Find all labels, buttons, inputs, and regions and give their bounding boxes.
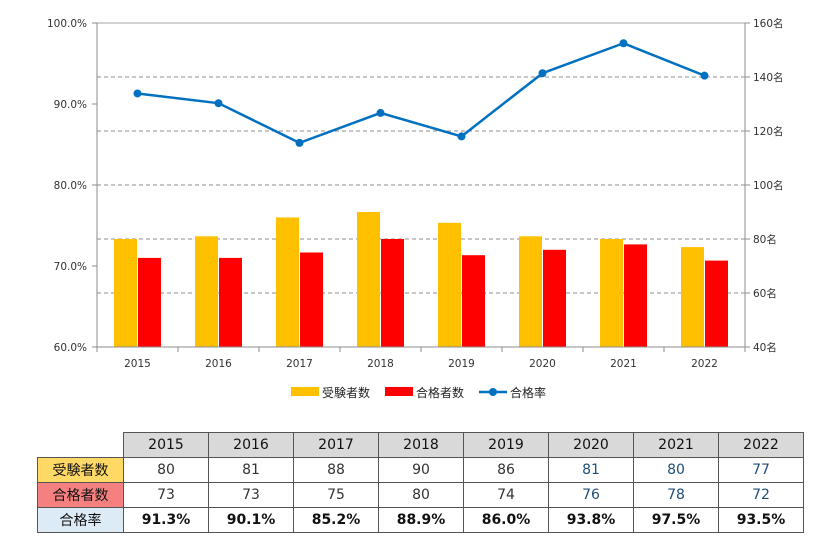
table-year-header: 2016 [208, 432, 294, 458]
bar-applicants [276, 217, 299, 347]
pass-rate-point [457, 132, 466, 141]
left-axis-tick-label: 80.0% [54, 180, 87, 192]
pass-rate-point [133, 89, 142, 98]
table-cell: 72 [718, 482, 804, 508]
right-axis-tick-label: 60名 [753, 287, 777, 300]
gridlines [97, 22, 745, 294]
table-cell: 90 [378, 457, 464, 483]
pass-rate-point [376, 108, 385, 117]
legend-swatch [291, 387, 319, 396]
bar-passed [219, 257, 242, 347]
bar-applicants [438, 222, 461, 347]
x-axis-tick-label: 2016 [205, 358, 232, 370]
x-axis-tick-label: 2017 [286, 358, 313, 370]
table-row-pass-rate: 合格率 91.3% 90.1% 85.2% 88.9% 86.0% 93.8% … [37, 507, 804, 533]
legend-label: 合格者数 [416, 385, 464, 400]
pass-rate-point [295, 138, 304, 147]
combo-chart: 40名 60名 80名 100名 120名 140名 160名 60.0% 70.0% 80.0%… [47, 17, 784, 400]
table-cell: 91.3% [123, 507, 209, 533]
row-label-applicants: 受験者数 [37, 457, 124, 483]
pass-rate-point [619, 39, 628, 48]
right-axis-tick-label: 40名 [753, 341, 777, 354]
table-cell: 78 [633, 482, 719, 508]
bar-applicants [357, 212, 380, 347]
table-year-header: 2020 [548, 432, 634, 458]
right-axis-tick-label: 160名 [753, 17, 784, 30]
pass-rate-point [538, 69, 547, 78]
table-year-header: 2017 [293, 432, 379, 458]
right-axis-tick-label: 120名 [753, 125, 784, 138]
table-header-row: 2015 2016 2017 2018 2019 2020 2021 2022 [37, 432, 804, 458]
bar-series [114, 212, 728, 347]
x-axis-tick-label: 2020 [529, 358, 556, 370]
table-cell: 73 [208, 482, 294, 508]
table-cell: 76 [548, 482, 634, 508]
bar-applicants [195, 236, 218, 347]
legend-swatch-marker [489, 388, 497, 396]
legend-swatch [385, 387, 413, 396]
line-series [133, 39, 709, 147]
table-cell: 85.2% [293, 507, 379, 533]
left-axis-tick-label: 100.0% [47, 18, 87, 30]
left-axis-tick-label: 70.0% [54, 261, 87, 273]
bar-passed [624, 244, 647, 347]
right-axis-tick-label: 140名 [753, 71, 784, 84]
legend-label: 合格率 [510, 385, 546, 400]
bar-passed [138, 257, 161, 347]
table-cell: 97.5% [633, 507, 719, 533]
table-year-header: 2018 [378, 432, 464, 458]
left-axis-tick-label: 60.0% [54, 342, 87, 354]
table-year-header: 2019 [463, 432, 549, 458]
x-axis-tick-label: 2021 [610, 358, 637, 370]
bar-applicants [681, 247, 704, 347]
table-cell: 73 [123, 482, 209, 508]
table-year-header: 2021 [633, 432, 719, 458]
table-cell: 80 [633, 457, 719, 483]
row-label-passed: 合格者数 [37, 482, 124, 508]
legend: 受験者数 合格者数 合格率 [291, 385, 546, 400]
row-label-pass-rate: 合格率 [37, 507, 124, 533]
table-cell: 75 [293, 482, 379, 508]
right-axis-tick-label: 100名 [753, 179, 784, 192]
legend-label: 受験者数 [322, 385, 370, 400]
bar-passed [462, 255, 485, 347]
data-table: 2015 2016 2017 2018 2019 2020 2021 2022 … [37, 432, 804, 533]
table-cell: 93.5% [718, 507, 804, 533]
table-cell: 88 [293, 457, 379, 483]
table-cell: 77 [718, 457, 804, 483]
x-axis-tick-label: 2019 [448, 358, 475, 370]
bar-applicants [519, 236, 542, 347]
bar-applicants [114, 239, 137, 347]
table-year-header: 2015 [123, 432, 209, 458]
pass-rate-line [137, 42, 705, 145]
table-corner [37, 432, 124, 458]
bar-passed [705, 260, 728, 347]
pass-rate-point [214, 99, 223, 108]
table-cell: 80 [378, 482, 464, 508]
left-axis-tick-label: 90.0% [54, 99, 87, 111]
table-cell: 86 [463, 457, 549, 483]
bar-passed [543, 249, 566, 347]
bar-passed [381, 239, 404, 347]
pass-rate-point [700, 71, 709, 80]
table-cell: 90.1% [208, 507, 294, 533]
table-cell: 81 [548, 457, 634, 483]
right-axis-tick-label: 80名 [753, 233, 777, 246]
x-axis-tick-label: 2018 [367, 358, 394, 370]
table-cell: 81 [208, 457, 294, 483]
table-row-applicants: 受験者数 80 81 88 90 86 81 80 77 [37, 457, 804, 483]
x-axis-tick-label: 2022 [691, 358, 718, 370]
table-cell: 74 [463, 482, 549, 508]
table-cell: 93.8% [548, 507, 634, 533]
table-cell: 80 [123, 457, 209, 483]
table-cell: 86.0% [463, 507, 549, 533]
bar-passed [300, 252, 323, 347]
table-row-passed: 合格者数 73 73 75 80 74 76 78 72 [37, 482, 804, 508]
bar-applicants [600, 239, 623, 347]
axes: 40名 60名 80名 100名 120名 140名 160名 60.0% 70.0% 80.0%… [47, 17, 784, 370]
x-axis-tick-label: 2015 [124, 358, 151, 370]
table-year-header: 2022 [718, 432, 804, 458]
table-cell: 88.9% [378, 507, 464, 533]
